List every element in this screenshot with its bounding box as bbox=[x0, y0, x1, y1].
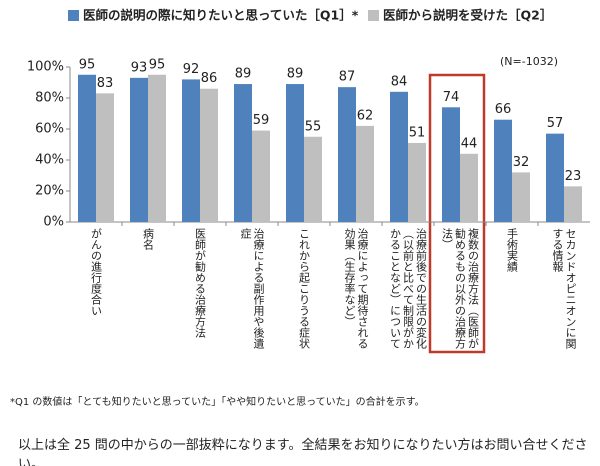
value-label: 32 bbox=[513, 155, 530, 170]
y-tick-label: 60% bbox=[35, 122, 64, 137]
value-label: 95 bbox=[79, 57, 96, 72]
bar bbox=[546, 133, 564, 222]
bar bbox=[338, 87, 356, 223]
value-label: 89 bbox=[287, 67, 304, 82]
legend-swatch bbox=[68, 10, 79, 21]
bar bbox=[286, 84, 304, 222]
x-tick-label: 治療による副作用や後遺症 bbox=[239, 228, 265, 349]
x-tick-label: セカンドオピニオンに関する情報 bbox=[551, 228, 577, 349]
legend-swatch bbox=[368, 10, 379, 21]
value-label: 86 bbox=[201, 71, 218, 86]
x-tick-label: 病名 bbox=[141, 228, 155, 250]
y-tick-label: 100% bbox=[27, 60, 64, 75]
bar bbox=[304, 136, 322, 222]
value-label: 93 bbox=[131, 60, 148, 75]
value-label: 87 bbox=[339, 70, 356, 85]
value-label: 23 bbox=[565, 169, 582, 184]
annotation: (N=-1032) bbox=[500, 55, 558, 68]
value-label: 66 bbox=[495, 102, 512, 117]
bar bbox=[78, 74, 96, 222]
x-tick-label: 手術実績 bbox=[505, 228, 519, 272]
bar bbox=[234, 84, 252, 222]
x-tick-label: 治療前後での生活の変化（以前と比べて制限がかかることなど）について bbox=[388, 228, 428, 349]
value-label: 62 bbox=[357, 108, 374, 123]
bar bbox=[512, 172, 530, 222]
bar bbox=[494, 119, 512, 222]
bar bbox=[442, 107, 460, 222]
y-tick-label: 20% bbox=[35, 184, 64, 199]
x-tick-label: 複数の治療方法（医師が勧めるもの以外の治療方法） bbox=[440, 228, 480, 349]
x-tick-label: がんの進行度合い bbox=[89, 228, 103, 316]
bar bbox=[390, 91, 408, 222]
bar bbox=[200, 88, 218, 222]
bar bbox=[252, 130, 270, 222]
value-label: 55 bbox=[305, 119, 322, 134]
x-tick-label: 医師が勧める治療方法 bbox=[193, 228, 207, 338]
bar bbox=[408, 142, 426, 222]
value-label: 92 bbox=[183, 62, 200, 77]
footnote: *Q1 の数値は「とても知りたいと思っていた」「やや知りたいと思っていた」の合計… bbox=[10, 397, 425, 408]
value-label: 84 bbox=[391, 74, 408, 89]
legend-label: 医師から説明を受けた［Q2］ bbox=[383, 8, 552, 23]
highlight-box bbox=[428, 73, 486, 354]
value-label: 59 bbox=[253, 113, 270, 128]
value-label: 44 bbox=[461, 136, 478, 151]
bar bbox=[182, 79, 200, 223]
bar bbox=[148, 74, 166, 222]
bar bbox=[460, 153, 478, 222]
value-label: 74 bbox=[443, 90, 460, 105]
bar bbox=[356, 125, 374, 222]
x-tick-label: 治療によって期待される効果（生存率など） bbox=[343, 228, 369, 349]
y-tick-label: 80% bbox=[35, 91, 64, 106]
bar bbox=[96, 93, 114, 222]
bar bbox=[130, 77, 148, 222]
legend-label: 医師の説明の際に知りたいと思っていた［Q1］* bbox=[83, 8, 359, 23]
value-label: 57 bbox=[547, 116, 564, 131]
x-tick-label: これから起こりうる症状 bbox=[297, 228, 311, 349]
value-label: 51 bbox=[409, 125, 426, 140]
value-label: 83 bbox=[97, 76, 114, 91]
value-label: 89 bbox=[235, 67, 252, 82]
bar bbox=[564, 186, 582, 222]
y-tick-label: 40% bbox=[35, 153, 64, 168]
bottom-note: 以上は全 25 問の中からの一部抜粋になります。全結果をお知りになりたい方はお問… bbox=[18, 438, 588, 466]
y-tick-label: 0% bbox=[43, 215, 64, 230]
value-label: 95 bbox=[149, 57, 166, 72]
